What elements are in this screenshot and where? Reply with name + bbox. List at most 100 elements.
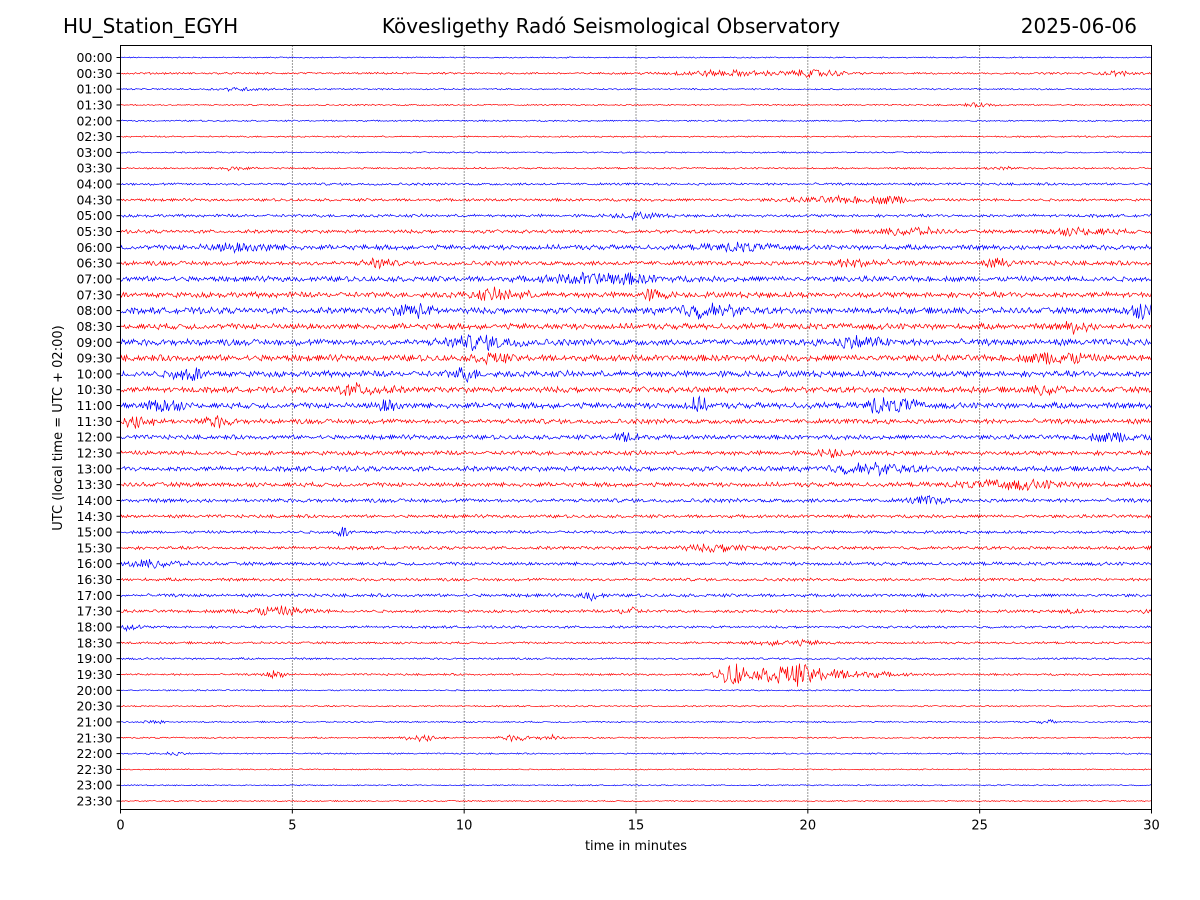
trace-row-2130 xyxy=(120,733,1152,743)
y-tick-label: 22:00 xyxy=(76,746,112,761)
trace-row-1500 xyxy=(120,526,1152,537)
trace-row-0030 xyxy=(120,68,1152,79)
y-tick-label: 07:30 xyxy=(76,287,112,302)
trace-row-0830 xyxy=(120,321,1152,335)
trace-row-0730 xyxy=(120,286,1152,302)
trace-row-0930 xyxy=(120,351,1152,366)
y-tick-label: 12:00 xyxy=(76,430,112,445)
y-tick-label: 18:00 xyxy=(76,620,112,635)
y-tick-label: 14:30 xyxy=(76,509,112,524)
tick-layer: 0 5 10 15 20 25 30 00:0000:3001:0001:3002:0002:… xyxy=(76,50,1159,834)
y-tick-label: 23:30 xyxy=(76,794,112,809)
trace-row-2200 xyxy=(120,751,1152,756)
y-tick-label: 17:00 xyxy=(76,588,112,603)
trace-row-1000 xyxy=(120,367,1152,383)
y-tick-label: 08:00 xyxy=(76,303,112,318)
y-tick-label: 05:30 xyxy=(76,224,112,239)
y-tick-label: 21:30 xyxy=(76,730,112,745)
x-tick-label: 15 xyxy=(628,819,645,834)
y-tick-label: 18:30 xyxy=(76,635,112,650)
date-title: 2025-06-06 xyxy=(1020,14,1137,38)
trace-row-0130 xyxy=(120,101,1152,109)
x-tick-label: 25 xyxy=(971,819,988,834)
trace-row-0900 xyxy=(120,333,1152,351)
trace-row-1700 xyxy=(120,592,1152,602)
trace-row-0400 xyxy=(120,181,1152,187)
trace-row-1100 xyxy=(120,395,1152,415)
trace-row-1430 xyxy=(120,513,1152,520)
y-tick-label: 11:00 xyxy=(76,398,112,413)
x-axis-label: time in minutes xyxy=(585,839,687,854)
chart-title: Kövesligethy Radó Seismological Observat… xyxy=(381,14,841,38)
trace-row-1630 xyxy=(120,577,1152,582)
trace-row-0100 xyxy=(120,86,1152,93)
grid-layer xyxy=(291,45,981,810)
trace-row-0800 xyxy=(120,302,1152,321)
trace-row-0530 xyxy=(120,225,1152,237)
trace-row-2330 xyxy=(120,799,1152,803)
y-tick-label: 09:00 xyxy=(76,335,112,350)
trace-row-0000 xyxy=(120,56,1152,59)
y-tick-label: 10:30 xyxy=(76,382,112,397)
x-tick-label: 30 xyxy=(1143,819,1160,834)
y-tick-label: 01:00 xyxy=(76,82,112,97)
trace-row-1330 xyxy=(120,478,1152,492)
y-tick-label: 22:30 xyxy=(76,762,112,777)
trace-row-0600 xyxy=(120,241,1152,255)
trace-row-0200 xyxy=(120,119,1152,123)
trace-row-1730 xyxy=(120,605,1152,616)
trace-row-2100 xyxy=(120,718,1152,725)
y-tick-label: 20:30 xyxy=(76,699,112,714)
trace-row-1300 xyxy=(120,461,1152,477)
trace-row-1900 xyxy=(120,657,1152,661)
station-title: HU_Station_EGYH xyxy=(63,14,239,38)
trace-row-0300 xyxy=(120,150,1152,154)
y-tick-label: 11:30 xyxy=(76,414,112,429)
x-tick-label: 10 xyxy=(456,819,473,834)
trace-row-1830 xyxy=(120,638,1152,647)
trace-row-1930 xyxy=(120,663,1152,687)
trace-row-0630 xyxy=(120,257,1152,270)
y-tick-label: 06:00 xyxy=(76,240,112,255)
y-tick-label: 04:30 xyxy=(76,192,112,207)
x-tick-label: 20 xyxy=(800,819,817,834)
trace-row-1800 xyxy=(120,624,1152,633)
y-tick-label: 16:00 xyxy=(76,556,112,571)
y-tick-label: 15:30 xyxy=(76,540,112,555)
x-tick-label: 5 xyxy=(288,819,296,834)
x-tick-label: 0 xyxy=(116,819,124,834)
y-tick-label: 21:00 xyxy=(76,714,112,729)
y-tick-label: 04:00 xyxy=(76,177,112,192)
y-tick-label: 07:00 xyxy=(76,271,112,286)
y-tick-label: 03:00 xyxy=(76,145,112,160)
trace-row-1600 xyxy=(120,559,1152,569)
trace-row-2300 xyxy=(120,784,1152,787)
trace-row-0430 xyxy=(120,194,1152,205)
y-tick-label: 14:00 xyxy=(76,493,112,508)
y-tick-label: 12:30 xyxy=(76,446,112,461)
y-tick-label: 06:30 xyxy=(76,256,112,271)
trace-row-0700 xyxy=(120,271,1152,286)
y-tick-label: 19:00 xyxy=(76,651,112,666)
trace-layer xyxy=(120,56,1152,803)
trace-row-0500 xyxy=(120,211,1152,222)
y-tick-label: 23:00 xyxy=(76,778,112,793)
trace-row-2230 xyxy=(120,768,1152,771)
trace-row-1030 xyxy=(120,382,1152,396)
y-tick-label: 08:30 xyxy=(76,319,112,334)
y-tick-label: 16:30 xyxy=(76,572,112,587)
trace-row-1130 xyxy=(120,415,1152,429)
trace-row-1400 xyxy=(120,494,1152,506)
y-tick-label: 13:00 xyxy=(76,461,112,476)
trace-row-1530 xyxy=(120,543,1152,554)
y-tick-label: 19:30 xyxy=(76,667,112,682)
trace-row-1230 xyxy=(120,448,1152,458)
y-tick-label: 20:00 xyxy=(76,683,112,698)
y-tick-label: 00:30 xyxy=(76,66,112,81)
y-tick-label: 09:30 xyxy=(76,351,112,366)
y-tick-label: 13:30 xyxy=(76,477,112,492)
trace-row-2030 xyxy=(120,704,1152,708)
y-tick-label: 15:00 xyxy=(76,525,112,540)
trace-row-2000 xyxy=(120,689,1152,692)
